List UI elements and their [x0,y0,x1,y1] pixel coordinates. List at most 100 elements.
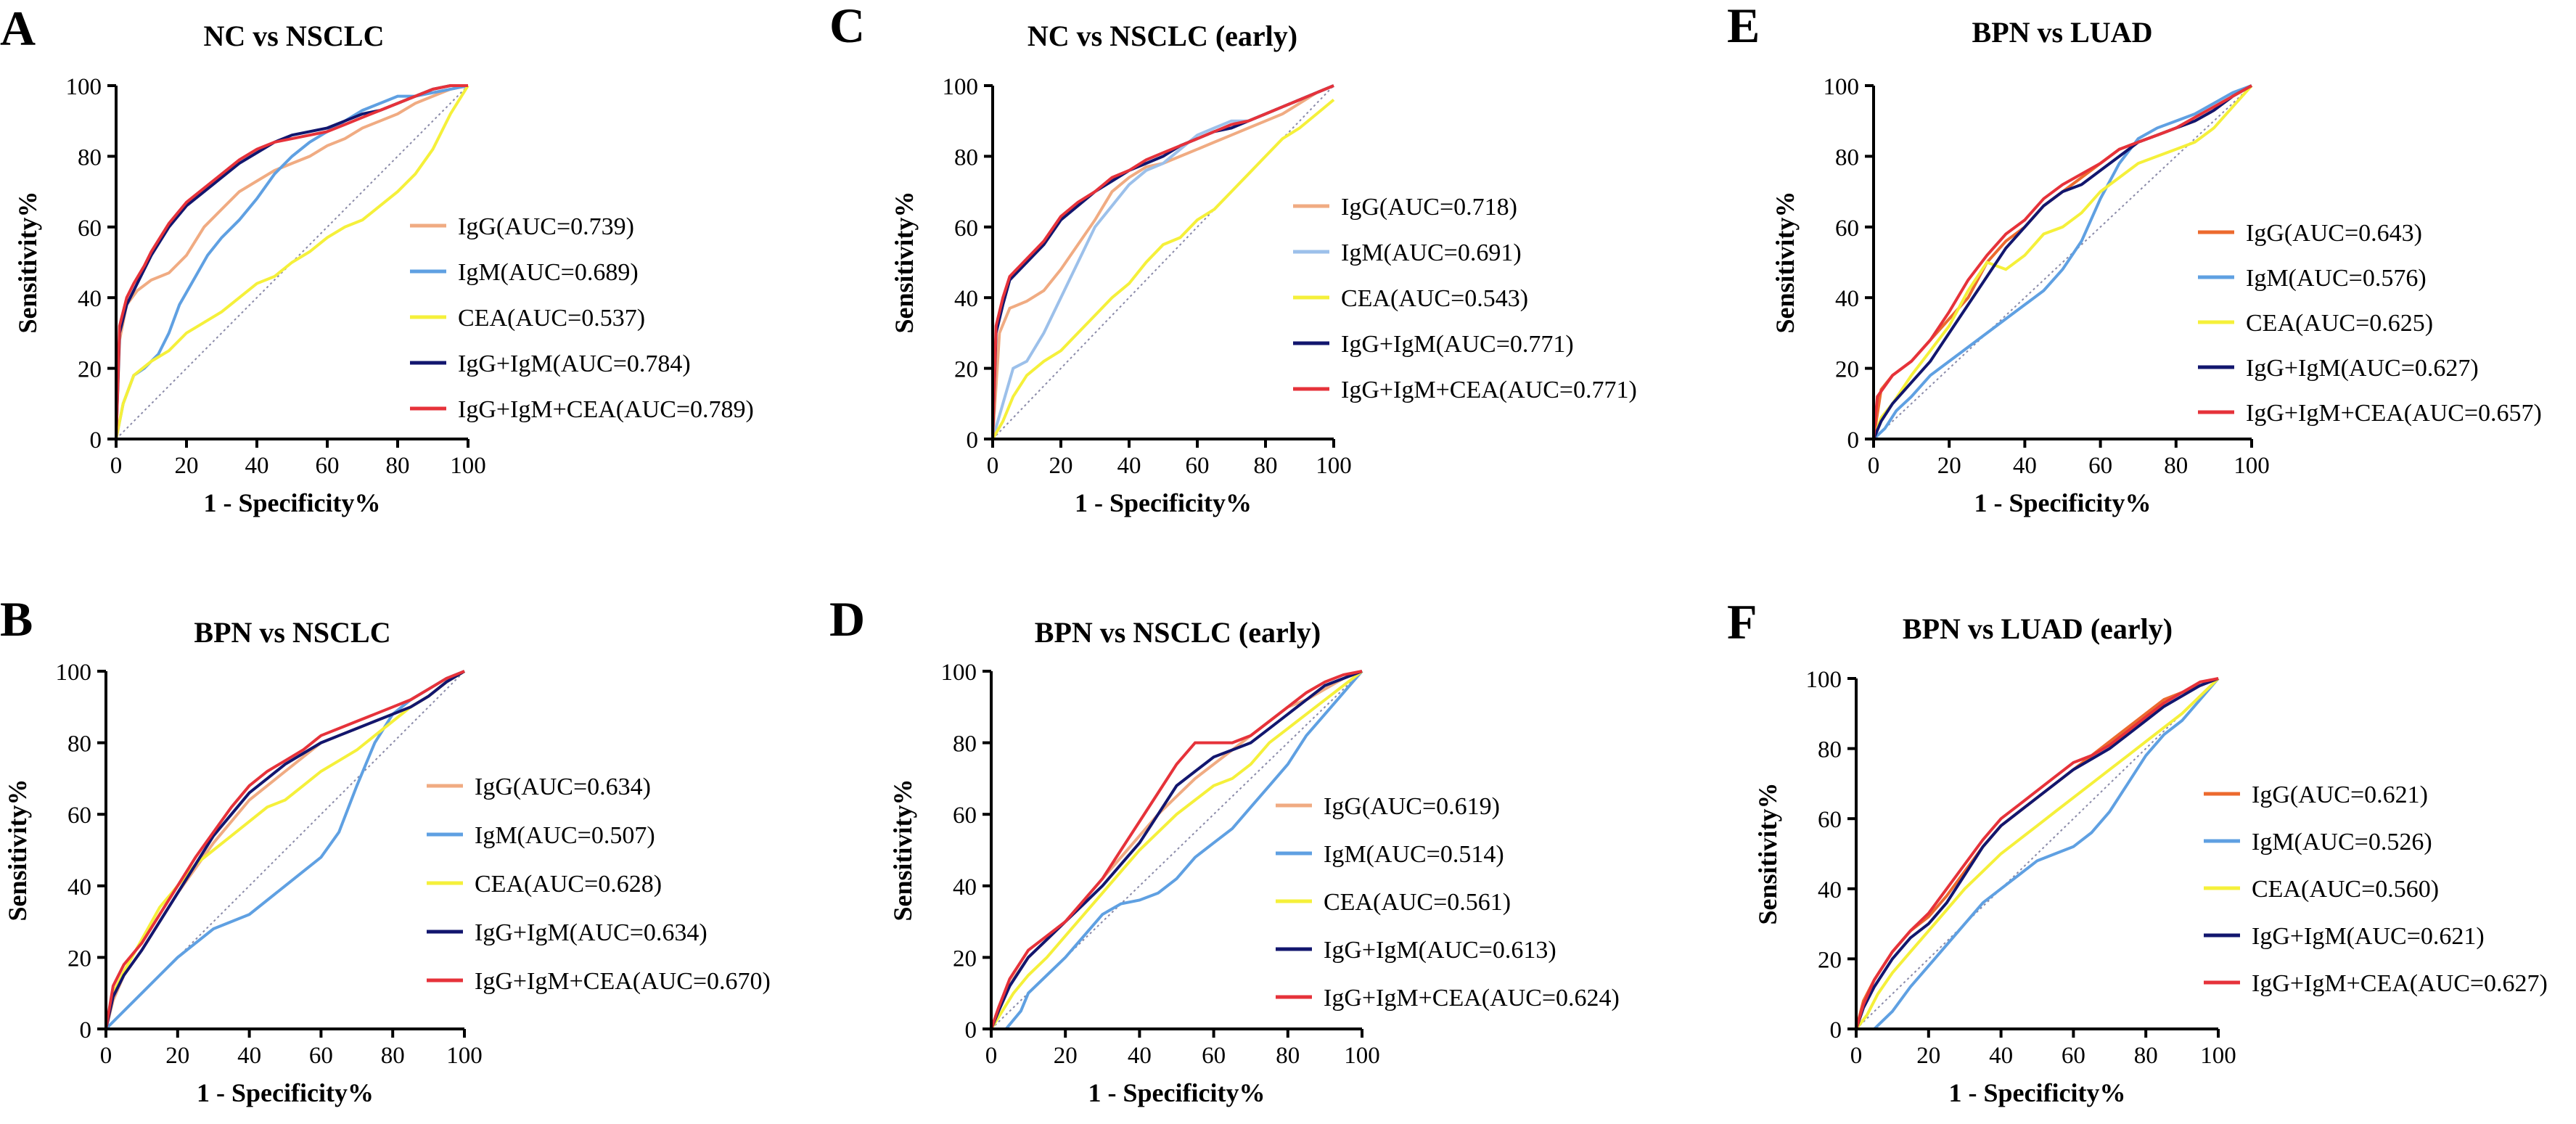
roc-curve-igm [1872,84,2252,440]
y-tick-label: 40 [1818,877,1842,903]
y-tick-label: 100 [1824,74,1860,100]
roc-curve-igg-plus-igm [1872,84,2252,440]
y-tick-label: 80 [954,144,978,171]
y-tick-label: 40 [78,286,102,312]
x-tick-label: 60 [316,453,340,479]
x-axis-label: 1 - Specificity% [204,488,381,517]
panel-d: D BPN vs NSCLC (early) 0 20 40 60 80 100 0 20 40 60… [829,591,1620,1107]
y-tick-label: 100 [1806,667,1842,693]
legend-label: IgG+IgM+CEA(AUC=0.627) [2252,970,2548,997]
y-tick-label: 60 [1818,807,1842,833]
legend-label: IgG(AUC=0.739) [458,213,634,240]
y-axis-label: Sensitivity% [1771,191,1800,333]
x-tick-label: 100 [446,1043,483,1069]
y-tick-label: 60 [78,216,102,242]
y-tick-label: 40 [953,874,977,901]
x-tick-label: 0 [110,453,123,479]
chance-diagonal [1855,678,2219,1030]
legend-label: IgG(AUC=0.621) [2252,782,2428,808]
y-tick-label: 20 [67,945,91,972]
y-tick-label: 20 [953,945,977,972]
x-tick-label: 60 [1202,1043,1226,1069]
legend-label: IgM(AUC=0.576) [2246,265,2427,292]
x-tick-label: 40 [2013,453,2037,479]
x-tick-label: 0 [1868,453,1880,479]
roc-curve-igg [991,84,1334,440]
y-tick-label: 60 [1835,216,1859,242]
x-tick-label: 60 [2088,453,2112,479]
panel-letter: B [0,591,33,647]
x-tick-label: 0 [987,453,999,479]
legend-label: IgG(AUC=0.718) [1341,194,1517,221]
x-tick-label: 20 [1916,1043,1940,1069]
legend-label: IgM(AUC=0.507) [475,822,655,849]
x-tick-label: 40 [1128,1043,1152,1069]
y-tick-label: 80 [953,731,977,758]
roc-curve-igm [1856,677,2220,1030]
x-tick-label: 0 [100,1043,112,1069]
legend-label: CEA(AUC=0.561) [1324,889,1511,916]
x-tick-label: 0 [1850,1043,1863,1069]
x-tick-label: 100 [450,453,486,479]
legend-label: CEA(AUC=0.560) [2252,876,2439,903]
legend-label: CEA(AUC=0.543) [1341,285,1528,312]
roc-curve-cea [104,670,466,1030]
roc-curve-igm [104,670,465,1030]
x-tick-label: 20 [1937,453,1961,479]
y-axis-label: Sensitivity% [890,191,919,333]
legend-label: CEA(AUC=0.537) [458,305,645,332]
x-tick-label: 20 [1049,453,1073,479]
chance-diagonal [992,85,1334,440]
chance-diagonal [105,670,465,1030]
legend-label: IgM(AUC=0.691) [1341,239,1522,266]
legend-label: IgM(AUC=0.689) [458,259,639,286]
x-axis-label: 1 - Specificity% [1974,488,2152,517]
roc-curve-cea [1855,677,2220,1030]
y-tick-label: 100 [943,74,979,100]
x-tick-label: 100 [1316,453,1352,479]
y-tick-label: 40 [1835,286,1859,312]
roc-curve-cea [115,84,469,440]
y-tick-label: 0 [965,1017,977,1043]
x-tick-label: 40 [245,453,269,479]
roc-curve-cea [991,98,1335,440]
x-tick-label: 0 [985,1043,998,1069]
x-tick-label: 20 [175,453,199,479]
legend-label: IgG(AUC=0.643) [2246,220,2422,247]
x-tick-label: 60 [1186,453,1210,479]
panel-b: B BPN vs NSCLC 0 20 40 60 80 100 0 20 40 60 80 100 1 -… [0,591,771,1107]
x-tick-label: 40 [1989,1043,2013,1069]
roc-curve-igg-plus-igm-plus-cea [1872,84,2252,440]
y-tick-label: 20 [1818,947,1842,973]
y-tick-label: 0 [90,427,102,454]
y-tick-label: 40 [67,874,91,901]
y-tick-label: 0 [80,1017,92,1043]
y-axis-label: Sensitivity% [3,779,32,921]
y-tick-label: 0 [1847,427,1860,454]
x-tick-label: 80 [1254,453,1278,479]
roc-curve-igm [991,670,1363,1030]
x-tick-label: 60 [309,1043,333,1069]
legend: IgG(AUC=0.634) IgM(AUC=0.507) CEA(AUC=0.62… [427,774,771,995]
roc-curve-cea [1872,84,2253,440]
roc-curve-igg-plus-igm [104,670,466,1030]
roc-curve-igg-plus-igm [1855,677,2219,1030]
chart-title: BPN vs LUAD [1972,16,2153,49]
y-tick-label: 80 [1818,737,1842,763]
legend-label: CEA(AUC=0.628) [475,871,662,898]
x-tick-label: 80 [2164,453,2188,479]
x-tick-label: 40 [1117,453,1141,479]
legend-label: CEA(AUC=0.625) [2246,310,2433,337]
legend-label: IgG+IgM+CEA(AUC=0.624) [1324,985,1620,1012]
legend-label: IgG+IgM(AUC=0.613) [1324,937,1556,964]
y-tick-label: 20 [1835,357,1859,383]
legend-label: IgG+IgM(AUC=0.634) [475,919,707,946]
y-tick-label: 80 [1835,144,1859,171]
legend-label: IgG+IgM(AUC=0.784) [458,350,691,377]
legend: IgG(AUC=0.619) IgM(AUC=0.514) CEA(AUC=0.56… [1276,793,1620,1012]
legend-label: IgG+IgM+CEA(AUC=0.789) [458,396,754,423]
x-tick-label: 100 [2200,1043,2236,1069]
y-tick-label: 40 [954,286,978,312]
roc-curve-igg-plus-igm [990,670,1363,1030]
